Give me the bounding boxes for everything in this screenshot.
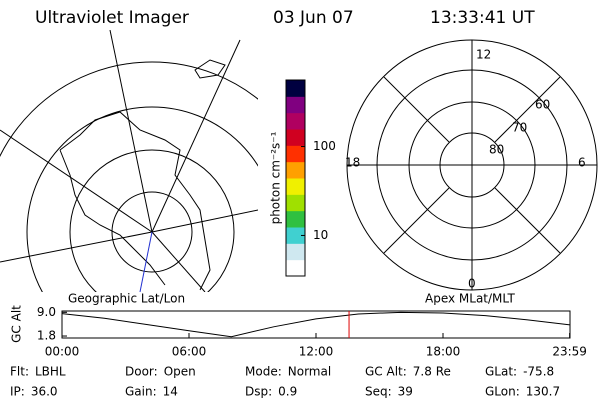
lat-label: 70: [512, 121, 527, 135]
colorbar-tick-label: 10: [313, 228, 328, 242]
x-tick-label: 18:00: [426, 345, 461, 359]
info-label: Mode:: [245, 365, 282, 379]
info-value: 130.7: [526, 385, 560, 399]
info-value: -75.8: [523, 365, 554, 379]
colorbar-swatch: [286, 194, 305, 212]
info-value: LBHL: [35, 365, 66, 379]
colorbar-swatch: [286, 227, 305, 244]
mlt-label: 12: [476, 48, 491, 62]
info-label: GC Alt:: [365, 365, 407, 379]
info-label: IP:: [10, 385, 25, 399]
orbit-ylabel: GC Alt: [10, 305, 24, 343]
date: 03 Jun 07: [273, 8, 354, 28]
info-label: Dsp:: [245, 385, 272, 399]
colorbar-swatch: [286, 259, 305, 277]
colorbar-swatch: [286, 112, 305, 130]
info-label: Gain:: [125, 385, 157, 399]
colorbar-swatch: [286, 129, 305, 146]
y-tick-label: 9.0: [37, 305, 56, 319]
x-tick-label: 23:59: [552, 345, 587, 359]
colorbar-swatch: [286, 96, 305, 114]
colorbar: 10 100: [285, 79, 336, 277]
mlt-label: 6: [578, 156, 586, 170]
info-value: 39: [398, 385, 413, 399]
colorbar-label: photon cm⁻²s⁻¹: [269, 131, 283, 224]
altitude-line: [61, 311, 571, 338]
y-tick-label: 1.8: [37, 329, 56, 343]
orbit-right-label: Apex MLat/MLT: [425, 292, 515, 306]
x-tick-label: 00:00: [45, 345, 80, 359]
info-value: 0.9: [278, 385, 297, 399]
mlt-label: 18: [345, 156, 360, 170]
info-value: 36.0: [31, 385, 58, 399]
colorbar-swatch: [286, 243, 305, 261]
colorbar-swatch: [286, 210, 305, 228]
colorbar-frame: [285, 79, 306, 277]
mlt-label: 0: [468, 277, 476, 291]
orbit-left-label: Geographic Lat/Lon: [68, 292, 185, 306]
info-label: Door:: [125, 365, 158, 379]
info-value: 14: [163, 385, 178, 399]
colorbar-swatch: [286, 161, 305, 179]
x-tick-label: 12:00: [299, 345, 334, 359]
geo-map: [0, 30, 258, 292]
polar-plot: 12 18 6 0 60 70 80: [345, 39, 598, 291]
info-label: GLon:: [485, 385, 520, 399]
colorbar-swatch: [286, 178, 305, 195]
colorbar-swatch: [286, 80, 305, 97]
time: 13:33:41 UT: [430, 8, 535, 28]
instrument: Ultraviolet Imager: [35, 8, 189, 28]
info-value: Open: [164, 365, 196, 379]
x-tick-label: 06:00: [172, 345, 207, 359]
orbit-plot: Geographic Lat/Lon Apex MLat/MLT GC Alt …: [10, 292, 587, 359]
info-label: Seq:: [365, 385, 392, 399]
info-panel: Flt: LBHL Door: Open Mode: Normal GC Alt: 7.8 R…: [10, 365, 560, 399]
info-label: Flt:: [10, 365, 29, 379]
colorbar-swatch: [286, 145, 305, 163]
info-value: 7.8 Re: [413, 365, 451, 379]
info-value: Normal: [288, 365, 331, 379]
lat-label: 80: [489, 143, 504, 157]
info-label: GLat:: [485, 365, 517, 379]
colorbar-tick-label: 100: [313, 139, 336, 153]
lat-label: 60: [535, 98, 550, 112]
